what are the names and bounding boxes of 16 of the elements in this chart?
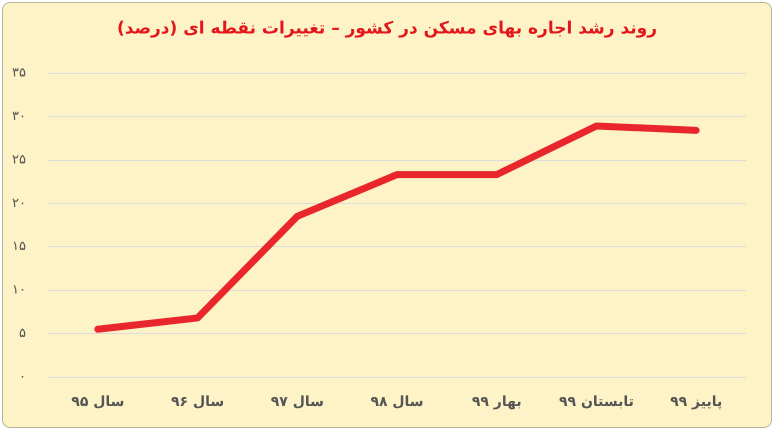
x-tick-label: سال ۹۵ — [71, 394, 124, 410]
y-tick-label: ۳۰ — [12, 108, 26, 124]
y-tick-label: ۲۵ — [12, 152, 26, 168]
x-tick-label: سال ۹۸ — [370, 394, 424, 410]
y-tick-label: ۱۵ — [12, 239, 26, 254]
y-tick-label: ۳۵ — [12, 66, 26, 80]
chart-title: روند رشد اجاره بهای مسکن در کشور – تغییرات نقطه ای (درصد) — [116, 18, 658, 38]
x-tick-label: بهار ۹۹ — [472, 394, 522, 410]
x-tick-label: تابستان ۹۹ — [558, 394, 634, 410]
y-tick-label: ۵ — [19, 326, 26, 342]
y-tick-label: ۲۰ — [12, 196, 26, 211]
x-tick-label: سال ۹۷ — [270, 394, 324, 410]
x-tick-label: سال ۹۶ — [171, 394, 224, 410]
y-tick-label: ۰ — [19, 370, 26, 384]
y-tick-label: ۱۰ — [12, 282, 26, 298]
x-tick-label: پاییز ۹۹ — [670, 394, 722, 410]
